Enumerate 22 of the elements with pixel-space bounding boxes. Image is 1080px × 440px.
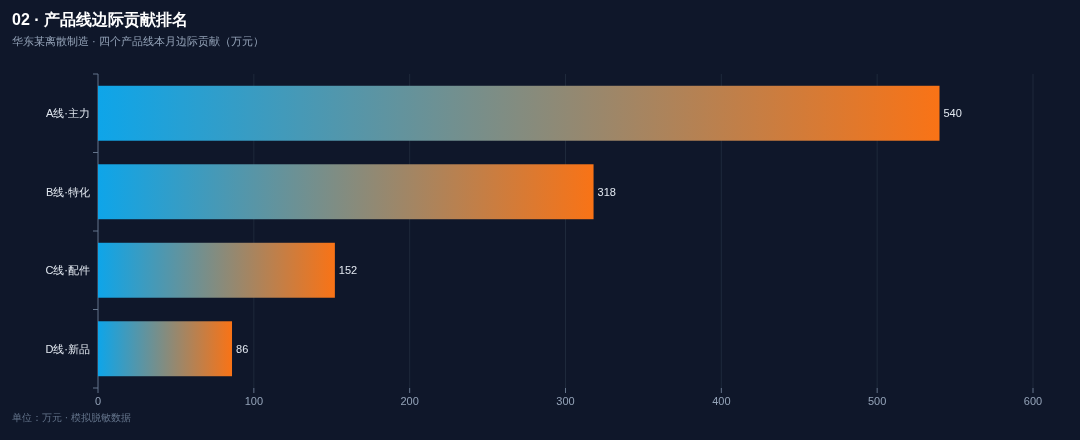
y-tick-label: D线·新品: [45, 342, 90, 355]
text: 单位：万元 · 模拟脱敏数据: [12, 412, 131, 423]
bar: [98, 85, 940, 141]
y-tick-label: C线·配件: [45, 264, 90, 277]
x-tick-label: 0: [94, 395, 102, 407]
chart-subtitle: 华东某离散制造 · 四个产品线本月边际贡献（万元）: [12, 35, 264, 48]
bar: [98, 321, 233, 377]
data-label: 540: [943, 107, 962, 120]
data-label: 152: [338, 264, 358, 277]
x-tick-label: 600: [1023, 395, 1043, 407]
y-tick-label: A线·主力: [46, 107, 90, 120]
data-label: 86: [236, 342, 249, 355]
bar: [98, 242, 335, 298]
x-tick-label: 400: [712, 395, 731, 407]
x-tick-label: 300: [556, 395, 575, 407]
bar: [98, 164, 594, 220]
x-tick-label: 500: [867, 395, 887, 407]
x-tick-label: 200: [400, 395, 419, 407]
chart-title: 02 · 产品线边际贡献排名: [12, 11, 189, 29]
data-label: 318: [597, 185, 616, 198]
x-tick-label: 100: [244, 395, 264, 407]
y-tick-label: B线·特化: [46, 185, 90, 198]
